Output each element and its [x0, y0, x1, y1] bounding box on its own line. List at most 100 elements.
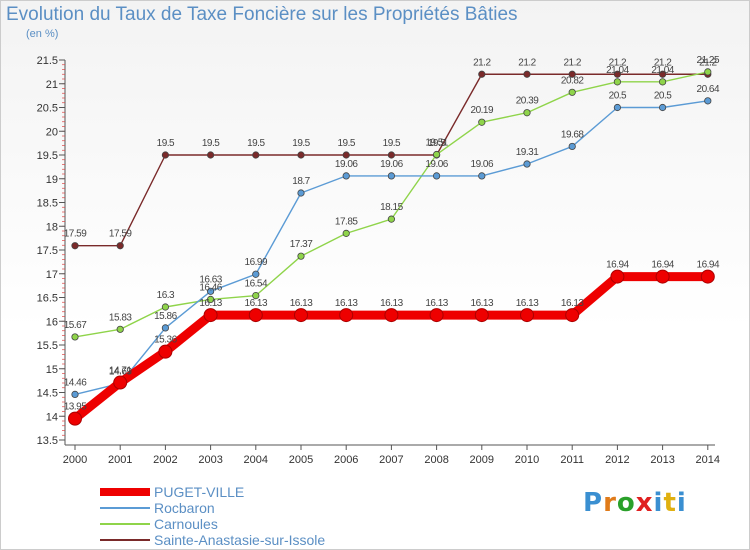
y-tick-label: 18.5	[37, 198, 58, 210]
data-label: 15.86	[154, 311, 177, 322]
data-label: 21.2	[654, 57, 672, 68]
data-point	[248, 308, 263, 323]
data-point	[523, 160, 531, 168]
y-tick-label: 15	[46, 364, 58, 376]
data-label: 19.31	[516, 147, 539, 158]
data-point	[565, 308, 580, 323]
x-tick-label: 2009	[470, 454, 494, 466]
y-tick-label: 16	[46, 316, 58, 328]
data-point	[252, 270, 260, 278]
y-tick-label: 17	[46, 269, 58, 281]
data-label: 16.13	[335, 298, 358, 309]
x-tick-label: 2005	[289, 454, 313, 466]
data-point	[387, 151, 395, 159]
data-point	[478, 70, 486, 78]
x-tick-label: 2010	[515, 454, 539, 466]
data-label: 20.5	[654, 91, 672, 102]
logo-letter: i	[653, 488, 664, 518]
data-point	[704, 68, 712, 76]
data-point	[568, 88, 576, 96]
data-label: 16.13	[380, 298, 403, 309]
y-tick-label: 15.5	[37, 340, 58, 352]
axes: 13.5 14 14.5 15 15.5 16 16.5 17 17.5 18 18.5 19 19.5…	[37, 55, 720, 466]
x-tick-label: 2002	[153, 454, 177, 466]
chart-title: Evolution du Taux de Taxe Foncière sur l…	[6, 4, 518, 25]
data-point	[700, 269, 715, 284]
data-point	[203, 308, 218, 323]
data-point	[568, 142, 576, 151]
data-label: 19.06	[335, 159, 358, 170]
data-point	[252, 291, 260, 300]
data-label: 21.2	[609, 57, 627, 68]
y-tick-label: 16.5	[37, 293, 58, 305]
data-label: 19.68	[561, 129, 584, 140]
x-tick-label: 2006	[334, 454, 358, 466]
data-point	[429, 308, 444, 323]
data-label: 16.3	[157, 290, 175, 301]
data-point	[342, 172, 350, 180]
data-label: 15.67	[64, 320, 87, 331]
y-tick-label: 18	[46, 221, 58, 233]
data-label: 21.2	[518, 57, 536, 68]
data-point	[71, 390, 79, 398]
data-label: 17.85	[335, 216, 358, 227]
data-label: 16.46	[199, 282, 222, 293]
logo-letter: r	[603, 488, 617, 518]
data-label: 19.5	[428, 138, 446, 149]
data-point	[384, 308, 399, 323]
data-label: 13.95	[64, 402, 87, 413]
legend-label: Rocbaron	[154, 500, 215, 516]
data-point	[71, 242, 79, 250]
data-label: 20.82	[561, 75, 584, 86]
data-point	[339, 308, 354, 323]
data-label: 18.7	[292, 176, 310, 187]
logo-letter: t	[663, 488, 677, 518]
data-label: 16.13	[245, 298, 268, 309]
data-label: 16.13	[471, 298, 494, 309]
y-tick-label: 19.5	[37, 150, 58, 162]
data-point	[116, 242, 124, 250]
data-label: 14.69	[109, 366, 132, 377]
data-label: 19.06	[380, 159, 403, 170]
data-point	[207, 287, 215, 295]
x-tick-label: 2008	[424, 454, 448, 466]
data-point	[68, 411, 82, 426]
data-label: 21.25	[697, 55, 720, 66]
data-label: 19.51	[425, 138, 448, 149]
data-label: 20.5	[609, 91, 627, 102]
data-point	[704, 97, 712, 105]
data-label: 17.37	[290, 239, 313, 250]
data-label: 19.5	[292, 138, 310, 149]
data-point	[294, 308, 308, 323]
y-tick-label: 19	[46, 174, 58, 186]
unit-label: (en %)	[26, 28, 59, 40]
data-point	[658, 78, 667, 86]
data-label: 14.71	[109, 366, 132, 377]
data-label: 16.94	[606, 260, 629, 271]
x-tick-label: 2004	[244, 454, 268, 466]
data-label: 16.63	[199, 274, 222, 285]
data-point	[71, 333, 79, 341]
legend-label: PUGET-VILLE	[154, 484, 245, 500]
x-tick-label: 2007	[379, 454, 403, 466]
data-label: 16.13	[425, 298, 448, 309]
y-tick-label: 20	[46, 126, 58, 138]
data-point	[658, 103, 667, 112]
legend-label: Carnoules	[154, 516, 218, 532]
data-point	[387, 172, 395, 180]
data-point	[610, 269, 625, 284]
data-point	[161, 324, 169, 332]
data-point	[523, 109, 531, 117]
data-label: 20.39	[516, 96, 539, 107]
y-tick-label: 21.5	[37, 55, 58, 67]
y-tick-label: 21	[46, 79, 58, 91]
legend-swatch	[100, 488, 150, 496]
x-tick-label: 2003	[198, 454, 222, 466]
data-label: 17.59	[109, 229, 132, 240]
data-label: 21.2	[563, 57, 581, 68]
data-label: 17.59	[64, 229, 87, 240]
data-point	[613, 78, 622, 86]
data-point	[342, 151, 350, 159]
data-point	[297, 189, 305, 197]
